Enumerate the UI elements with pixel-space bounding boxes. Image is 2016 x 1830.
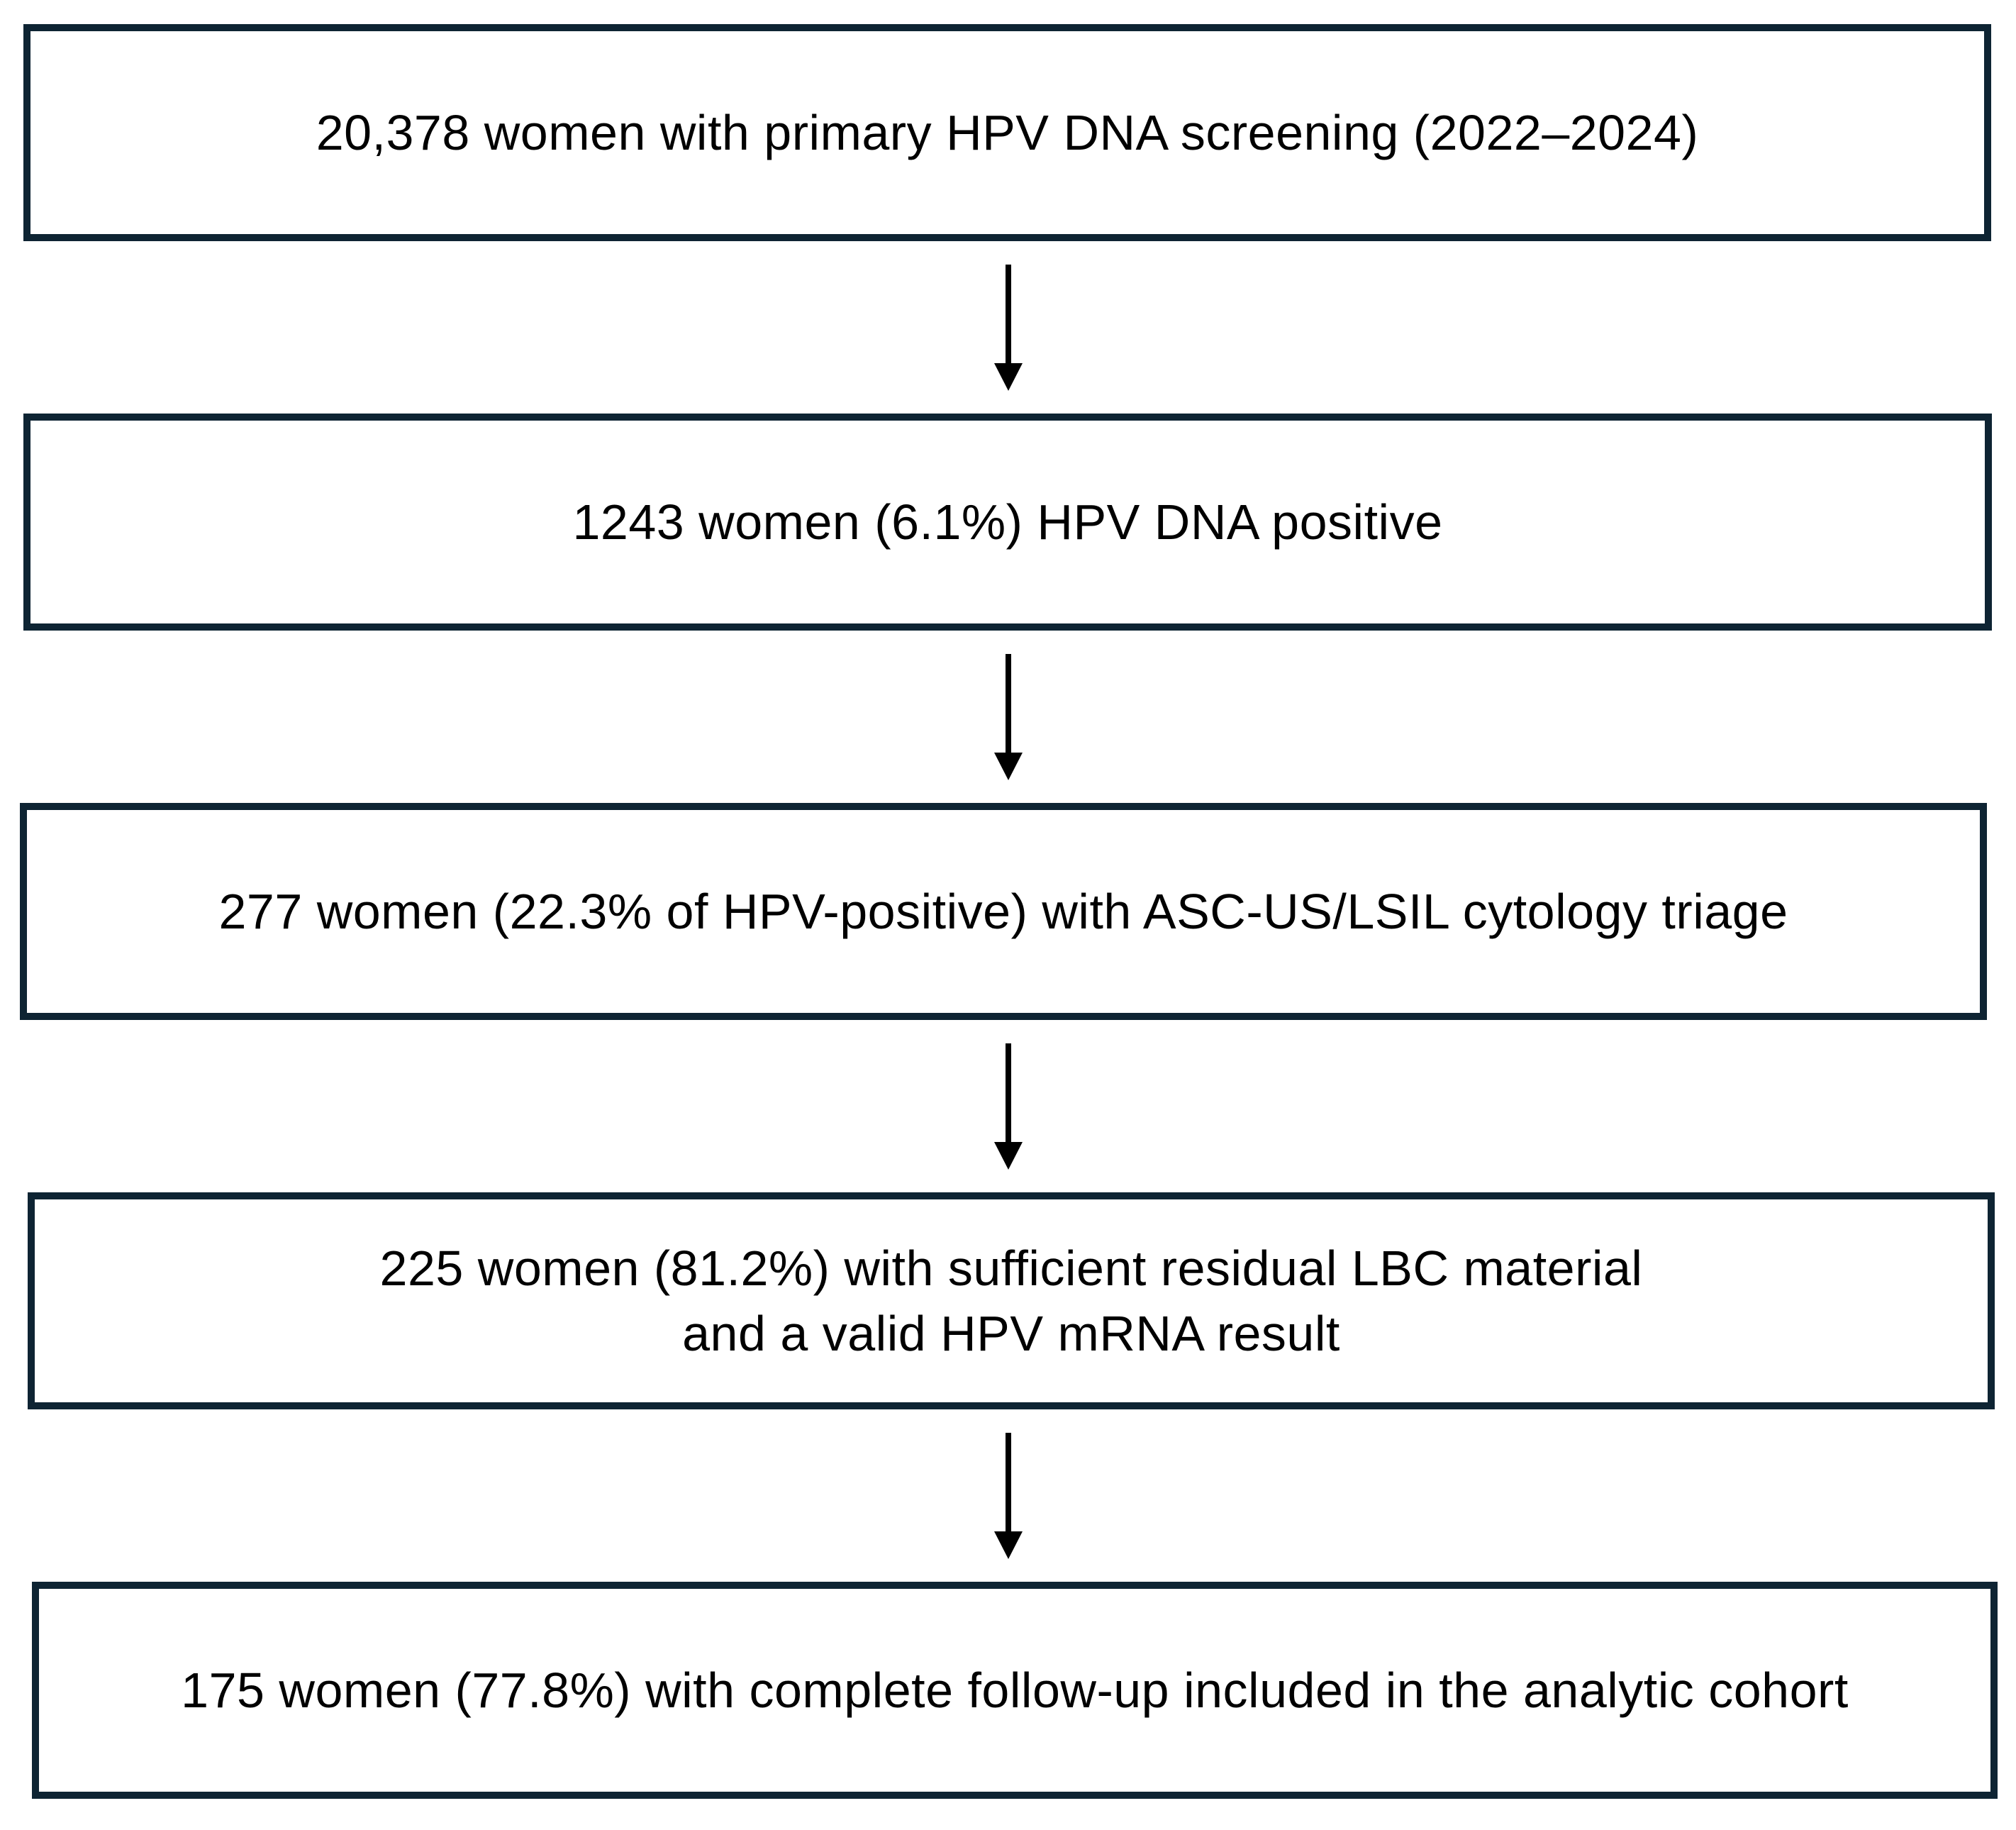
down-arrow-icon bbox=[993, 1043, 1023, 1170]
connector-row bbox=[0, 631, 2016, 803]
connector-row bbox=[0, 241, 2016, 414]
down-arrow-icon bbox=[993, 653, 1023, 780]
flow-box-analytic-cohort: 175 women (77.8%) with complete follow-u… bbox=[32, 1582, 1998, 1799]
flow-box-cytology-triage: 277 women (22.3% of HPV-positive) with A… bbox=[20, 803, 1987, 1020]
connector-row bbox=[0, 1409, 2016, 1582]
connector-row bbox=[0, 1020, 2016, 1192]
down-arrow-icon bbox=[993, 1432, 1023, 1559]
down-arrow-icon bbox=[993, 264, 1023, 391]
flow-box-hpv-positive: 1243 women (6.1%) HPV DNA positive bbox=[23, 414, 1992, 631]
flow-box-mrna-tested: 225 women (81.2%) with sufficient residu… bbox=[28, 1192, 1995, 1409]
flow-box-screened: 20,378 women with primary HPV DNA screen… bbox=[23, 24, 1991, 241]
